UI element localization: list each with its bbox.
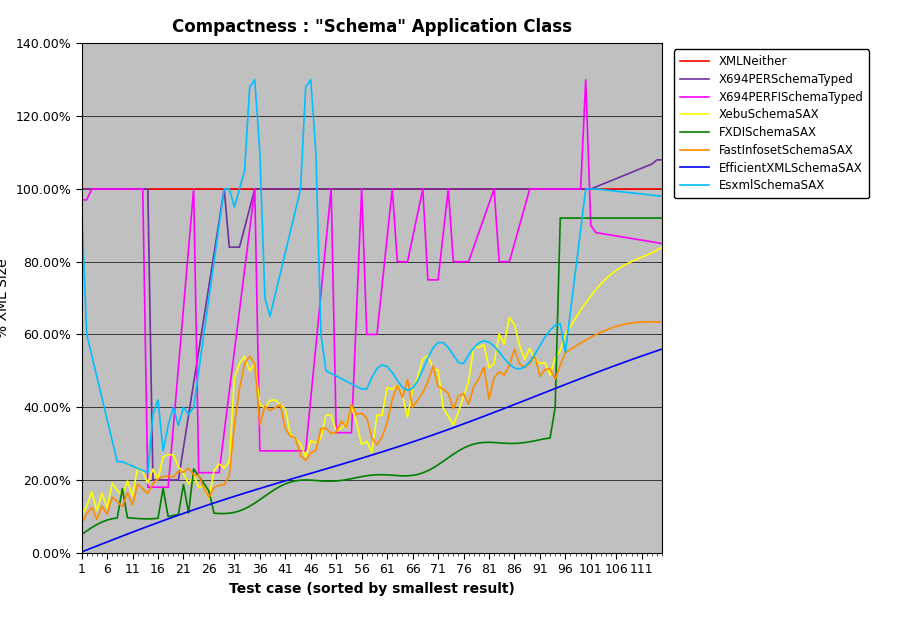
FastInfosetSchemaSAX bbox=[209, 484, 219, 491]
XebuSchemaSAX bbox=[427, 365, 438, 372]
X694PERFISchemaTyped bbox=[580, 76, 591, 84]
X694PERSchemaTyped bbox=[433, 185, 444, 193]
XMLNeither bbox=[295, 185, 306, 193]
Line: X694PERSchemaTyped: X694PERSchemaTyped bbox=[82, 160, 662, 480]
X694PERFISchemaTyped bbox=[269, 447, 280, 455]
X694PERFISchemaTyped bbox=[657, 240, 668, 247]
EsxmlSchemaSAX bbox=[214, 222, 225, 229]
EsxmlSchemaSAX bbox=[249, 76, 260, 84]
X694PERFISchemaTyped bbox=[158, 484, 169, 491]
FXDISchemaSAX bbox=[209, 509, 219, 517]
FXDISchemaSAX bbox=[152, 515, 163, 522]
EsxmlSchemaSAX bbox=[438, 339, 449, 347]
FXDISchemaSAX bbox=[265, 489, 276, 496]
X694PERSchemaTyped bbox=[76, 185, 87, 193]
XMLNeither bbox=[427, 185, 438, 193]
XebuSchemaSAX bbox=[585, 292, 596, 300]
XMLNeither bbox=[152, 185, 163, 193]
EfficientXMLSchemaSAX bbox=[427, 431, 438, 438]
X694PERSchemaTyped bbox=[590, 183, 601, 191]
FastInfosetSchemaSAX bbox=[657, 319, 668, 326]
Legend: XMLNeither, X694PERSchemaTyped, X694PERFISchemaTyped, XebuSchemaSAX, FXDISchemaS: XMLNeither, X694PERSchemaTyped, X694PERF… bbox=[674, 50, 870, 198]
Line: EsxmlSchemaSAX: EsxmlSchemaSAX bbox=[82, 80, 662, 473]
XMLNeither bbox=[585, 185, 596, 193]
EsxmlSchemaSAX bbox=[158, 447, 169, 455]
EsxmlSchemaSAX bbox=[657, 193, 668, 200]
FastInfosetSchemaSAX bbox=[152, 475, 163, 483]
EsxmlSchemaSAX bbox=[76, 204, 87, 211]
XebuSchemaSAX bbox=[265, 397, 276, 404]
FastInfosetSchemaSAX bbox=[295, 452, 306, 460]
XebuSchemaSAX bbox=[295, 440, 306, 448]
X694PERSchemaTyped bbox=[651, 156, 662, 163]
EsxmlSchemaSAX bbox=[275, 270, 286, 278]
FastInfosetSchemaSAX bbox=[585, 333, 596, 341]
FXDISchemaSAX bbox=[555, 214, 566, 222]
Y-axis label: % XML Size: % XML Size bbox=[0, 258, 10, 338]
EsxmlSchemaSAX bbox=[142, 469, 153, 476]
FastInfosetSchemaSAX bbox=[76, 520, 87, 527]
EfficientXMLSchemaSAX bbox=[152, 519, 163, 527]
XebuSchemaSAX bbox=[657, 243, 668, 251]
XMLNeither bbox=[76, 185, 87, 193]
X-axis label: Test case (sorted by smallest result): Test case (sorted by smallest result) bbox=[229, 582, 515, 596]
Line: EfficientXMLSchemaSAX: EfficientXMLSchemaSAX bbox=[82, 349, 662, 552]
FastInfosetSchemaSAX bbox=[647, 318, 658, 325]
FXDISchemaSAX bbox=[427, 465, 438, 472]
X694PERSchemaTyped bbox=[158, 476, 169, 484]
EfficientXMLSchemaSAX bbox=[585, 371, 596, 378]
X694PERFISchemaTyped bbox=[142, 484, 153, 491]
XMLNeither bbox=[265, 185, 276, 193]
Line: X694PERFISchemaTyped: X694PERFISchemaTyped bbox=[82, 80, 662, 487]
FastInfosetSchemaSAX bbox=[427, 362, 438, 369]
FXDISchemaSAX bbox=[295, 476, 306, 484]
XebuSchemaSAX bbox=[76, 512, 87, 520]
X694PERSchemaTyped bbox=[148, 476, 159, 484]
FXDISchemaSAX bbox=[657, 214, 668, 222]
EfficientXMLSchemaSAX bbox=[265, 482, 276, 489]
X694PERFISchemaTyped bbox=[433, 276, 444, 284]
Line: XebuSchemaSAX: XebuSchemaSAX bbox=[82, 247, 662, 516]
FXDISchemaSAX bbox=[76, 531, 87, 538]
X694PERFISchemaTyped bbox=[76, 196, 87, 204]
FastInfosetSchemaSAX bbox=[265, 407, 276, 414]
X694PERSchemaTyped bbox=[214, 217, 225, 225]
EsxmlSchemaSAX bbox=[306, 76, 317, 84]
XMLNeither bbox=[209, 185, 219, 193]
X694PERFISchemaTyped bbox=[596, 230, 607, 237]
XebuSchemaSAX bbox=[152, 475, 163, 483]
EfficientXMLSchemaSAX bbox=[209, 499, 219, 507]
EfficientXMLSchemaSAX bbox=[76, 548, 87, 556]
XebuSchemaSAX bbox=[209, 467, 219, 474]
Title: Compactness : "Schema" Application Class: Compactness : "Schema" Application Class bbox=[171, 19, 572, 37]
X694PERFISchemaTyped bbox=[300, 447, 311, 455]
X694PERSchemaTyped bbox=[657, 156, 668, 163]
X694PERFISchemaTyped bbox=[214, 469, 225, 476]
Line: FastInfosetSchemaSAX: FastInfosetSchemaSAX bbox=[82, 322, 662, 524]
EfficientXMLSchemaSAX bbox=[657, 345, 668, 353]
EfficientXMLSchemaSAX bbox=[295, 473, 306, 480]
EsxmlSchemaSAX bbox=[596, 186, 607, 193]
XMLNeither bbox=[657, 185, 668, 193]
X694PERSchemaTyped bbox=[269, 185, 280, 193]
X694PERSchemaTyped bbox=[300, 185, 311, 193]
FXDISchemaSAX bbox=[590, 214, 601, 222]
Line: FXDISchemaSAX: FXDISchemaSAX bbox=[82, 218, 662, 535]
